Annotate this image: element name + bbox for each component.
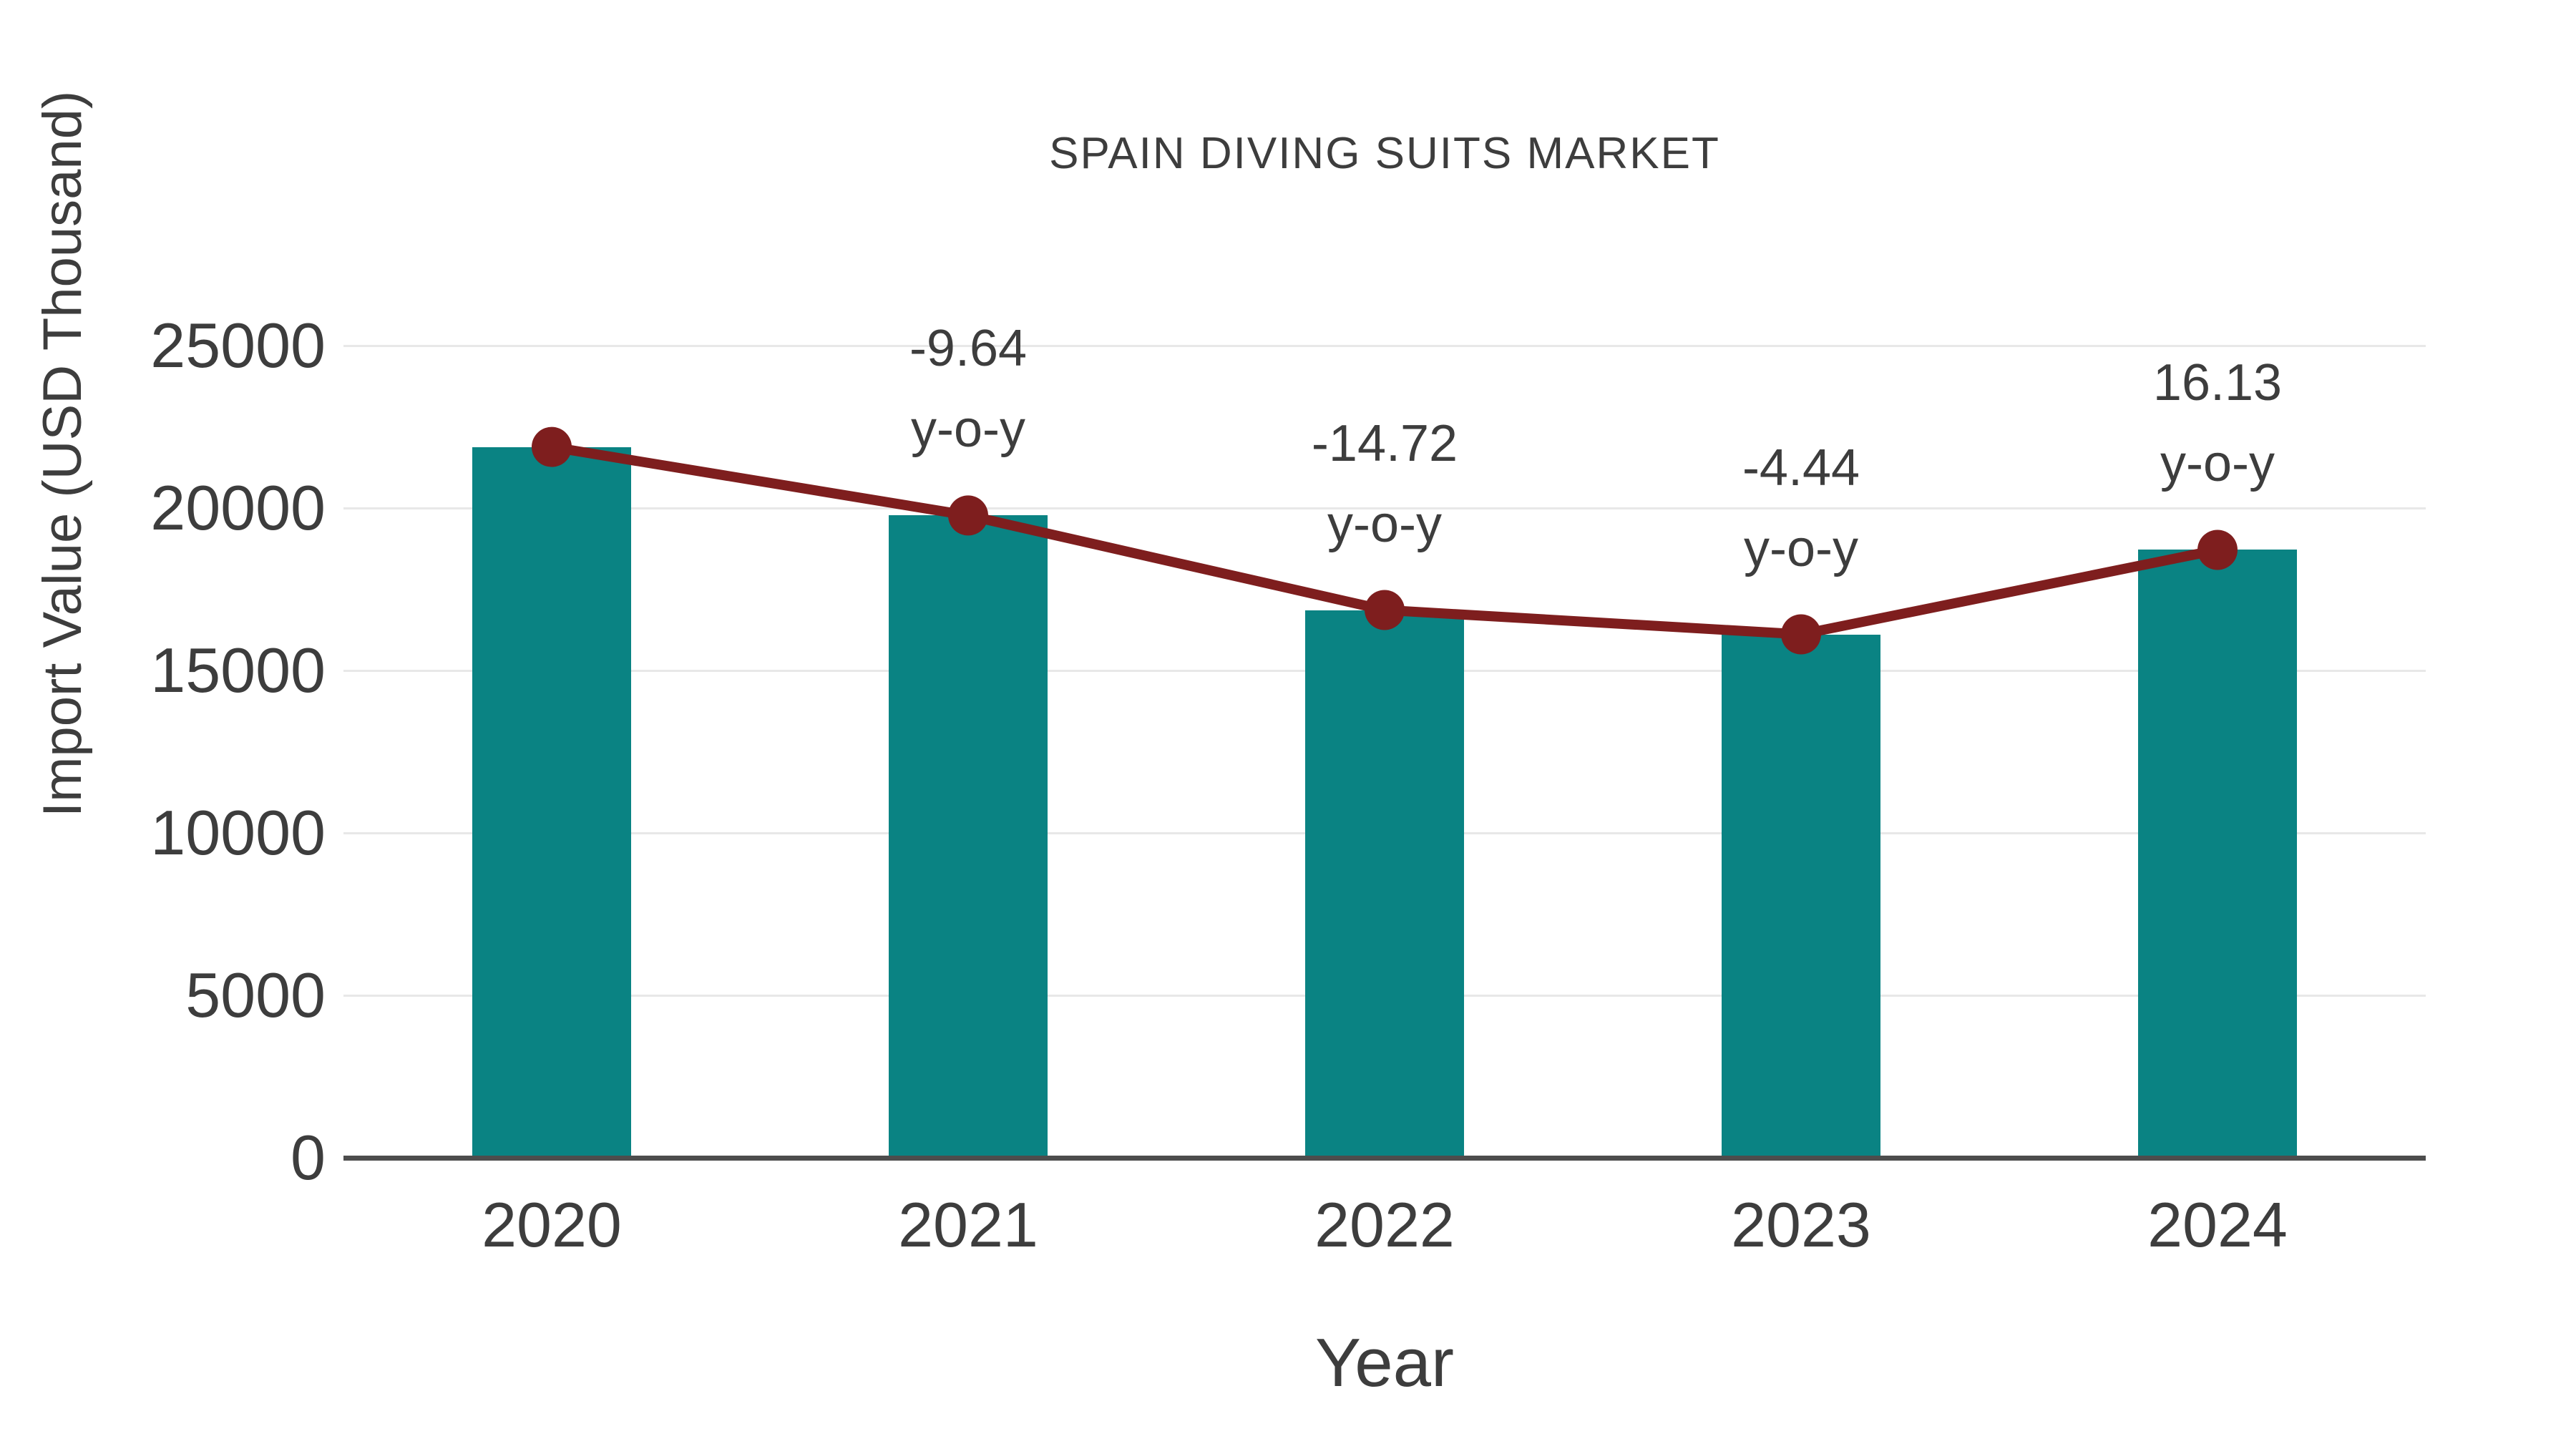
annotation-2022: -14.72 y-o-y: [1184, 404, 1585, 565]
chart-title: SPAIN DIVING SUITS MARKET: [1049, 129, 1720, 178]
trend-marker-2024: [2197, 530, 2238, 570]
bar-2020: [472, 447, 631, 1158]
x-tick-label-2020: 2020: [482, 1189, 622, 1260]
trend-marker-2020: [532, 426, 572, 467]
gridline-20000: [343, 507, 2426, 509]
bar-2024: [2138, 550, 2297, 1158]
annotation-value: 16.13: [2152, 354, 2283, 412]
bar-2021: [889, 515, 1048, 1158]
y-tick-label-20000: 20000: [150, 472, 326, 543]
trend-marker-2023: [1781, 614, 1821, 655]
annotation-unit: y-o-y: [1327, 495, 1442, 553]
annotation-unit: y-o-y: [2160, 435, 2275, 493]
annotation-2021: -9.64 y-o-y: [768, 308, 1169, 470]
trend-marker-2021: [948, 495, 988, 536]
x-axis-title: Year: [1315, 1324, 1454, 1401]
bar-2023: [1722, 634, 1880, 1158]
annotation-unit: y-o-y: [1744, 519, 1858, 577]
x-tick-label-2021: 2021: [898, 1189, 1038, 1260]
x-axis-line: [343, 1156, 2426, 1161]
annotation-unit: y-o-y: [911, 401, 1025, 459]
annotation-2023: -4.44 y-o-y: [1601, 428, 2001, 590]
y-tick-label-25000: 25000: [150, 310, 326, 381]
annotation-2024: 16.13 y-o-y: [2017, 343, 2418, 504]
trend-marker-2022: [1365, 590, 1405, 630]
annotation-value: -9.64: [909, 320, 1028, 378]
gridline-25000: [343, 344, 2426, 347]
x-tick-label-2022: 2022: [1314, 1189, 1455, 1260]
y-tick-label-0: 0: [291, 1122, 326, 1193]
y-tick-label-10000: 10000: [150, 797, 326, 868]
annotation-value: -4.44: [1742, 439, 1860, 497]
y-tick-label-5000: 5000: [185, 960, 326, 1030]
bar-2022: [1305, 610, 1464, 1158]
x-tick-label-2023: 2023: [1731, 1189, 1871, 1260]
x-tick-label-2024: 2024: [2147, 1189, 2288, 1260]
y-tick-label-15000: 15000: [150, 635, 326, 706]
annotation-value: -14.72: [1311, 414, 1458, 472]
